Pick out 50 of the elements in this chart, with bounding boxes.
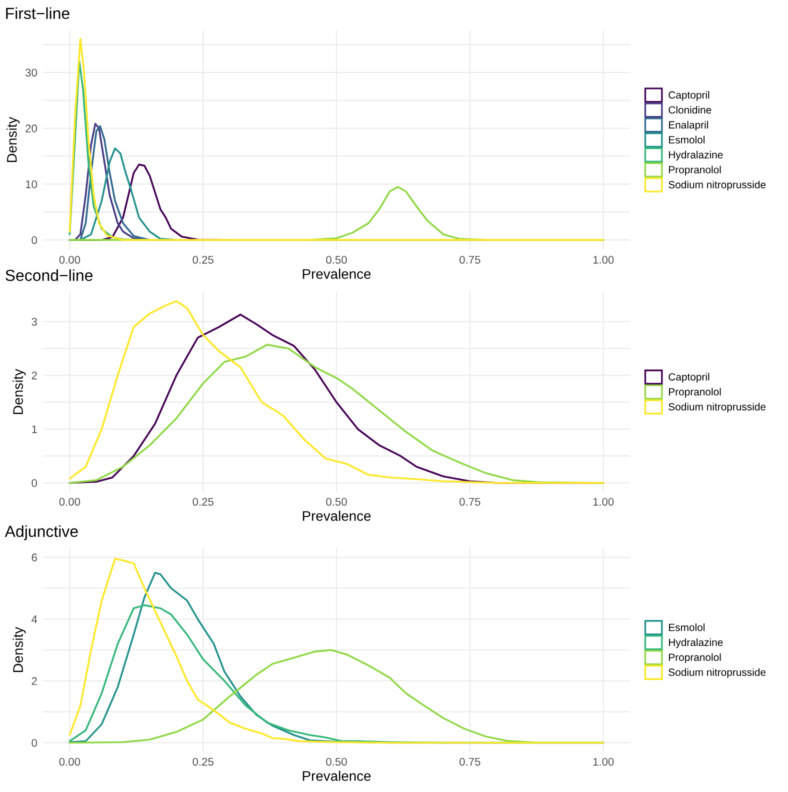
x-axis-title: Prevalence [302, 268, 371, 279]
chart-title: First−line [6, 7, 70, 20]
x-tick-label: 1.00 [593, 256, 614, 264]
y-tick-label: 30 [26, 68, 38, 77]
y-axis-title: Density [12, 368, 26, 414]
x-tick-label: 1.00 [593, 498, 614, 506]
y-tick-label: 3 [32, 318, 37, 326]
legend-label: Hydralazine [669, 150, 723, 161]
y-tick-label: 0 [32, 738, 38, 747]
legend-label: Propranolol [669, 166, 721, 176]
legend-label: Esmolol [669, 623, 705, 632]
x-tick-label: 1.00 [593, 758, 614, 766]
y-tick-label: 10 [26, 180, 38, 188]
x-tick-label: 0.00 [59, 256, 80, 264]
legend-label: Captopril [668, 91, 710, 101]
x-tick-label: 0.75 [460, 256, 480, 264]
x-tick-label: 0.50 [326, 256, 347, 264]
y-tick-label: 0 [32, 479, 38, 487]
x-tick-label: 0.25 [192, 498, 214, 506]
x-tick-label: 0.00 [59, 758, 80, 766]
legend-label: Sodium nitroprusside [668, 180, 766, 190]
legend-label: Hydralazine [669, 638, 723, 648]
legend-label: Esmolol [669, 136, 705, 144]
y-axis-title: Density [12, 626, 26, 672]
x-tick-label: 0.00 [59, 498, 80, 506]
y-axis-title: Density [6, 116, 20, 162]
legend-label: Propranolol [669, 653, 721, 664]
x-tick-label: 0.75 [460, 498, 480, 506]
chart-title: Second−line [6, 269, 92, 282]
x-tick-label: 0.25 [192, 256, 214, 264]
legend-label: Propranolol [669, 388, 721, 398]
legend-label: Sodium nitroprusside [668, 402, 766, 413]
x-tick-label: 0.75 [460, 758, 480, 766]
text: Captopril [668, 372, 710, 383]
legend-label: Sodium nitroprusside [668, 668, 766, 678]
y-tick-label: 1 [32, 425, 37, 434]
x-tick-label: 0.25 [192, 758, 214, 766]
x-axis-title: Prevalence [302, 770, 371, 781]
x-tick-label: 0.50 [326, 498, 347, 506]
y-tick-label: 0 [32, 236, 38, 244]
x-tick-label: 0.50 [326, 758, 347, 766]
legend-label: Clonidine [668, 106, 712, 114]
y-tick-label: 2 [32, 372, 37, 380]
y-tick-label: 20 [26, 124, 38, 132]
y-tick-label: 4 [32, 615, 38, 624]
chart-title: Adjunctive [4, 525, 78, 540]
legend-label: Enalapril [669, 120, 708, 131]
y-tick-label: 2 [32, 677, 37, 685]
y-tick-label: 6 [32, 554, 37, 562]
x-axis-title: Prevalence [302, 510, 371, 521]
